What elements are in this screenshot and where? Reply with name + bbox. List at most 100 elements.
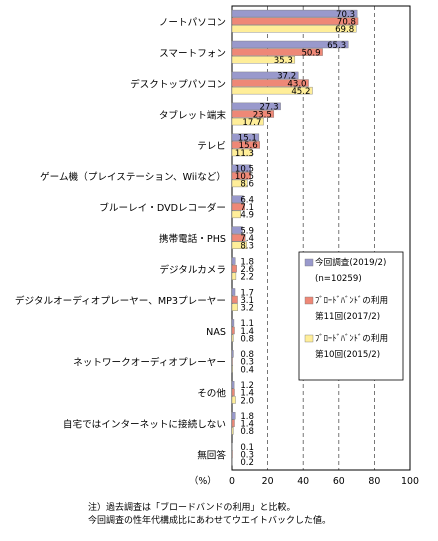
category-label: 自宅ではインターネットに接続しない [63, 419, 226, 431]
data-label: 35.3 [274, 56, 293, 66]
data-label: 50.9 [301, 48, 320, 58]
footnote-1: 注）過去調査は「ブロードバンドの利用」と比較。 [88, 503, 296, 513]
bar [231, 257, 236, 265]
legend-label: ﾌﾞﾛｰﾄﾞﾊﾞﾝﾄﾞの利用 [315, 332, 388, 344]
data-label: 70.3 [336, 10, 355, 20]
bar [231, 110, 275, 118]
bar [231, 319, 235, 327]
bar [231, 133, 260, 142]
bar [231, 226, 243, 234]
data-label: 17.7 [242, 118, 261, 128]
category-label: デスクトップパソコン [130, 78, 226, 90]
x-tick-label: 80 [368, 476, 380, 487]
unit-label: （%） [189, 476, 217, 487]
data-label: 10.5 [235, 165, 254, 175]
data-label: 7.4 [240, 234, 254, 244]
bar [231, 164, 251, 172]
bar [231, 17, 359, 25]
data-label: 0.1 [240, 443, 254, 453]
category-label: スマートフォン [159, 48, 226, 59]
category-label: タブレット端末 [159, 109, 227, 121]
data-label: 45.2 [291, 87, 310, 97]
bar [231, 419, 235, 427]
bar [231, 86, 313, 95]
bar [231, 334, 234, 342]
category-label: NAS [206, 327, 226, 338]
category-label: 無回答 [197, 450, 226, 462]
data-label: 1.4 [240, 327, 254, 337]
data-label: 1.8 [240, 257, 254, 267]
data-label: 1.2 [240, 381, 254, 391]
bar [231, 272, 237, 280]
footnote-2: 今回調査の性年代構成比にあわせてウエイトバックした値。 [88, 516, 332, 526]
data-label: 70.8 [337, 17, 356, 27]
bar [231, 381, 235, 389]
bar [231, 117, 264, 126]
bar [231, 326, 235, 335]
bar [231, 195, 244, 203]
bar [231, 48, 323, 56]
category-label: ブルーレイ・DVDレコーダー [99, 202, 226, 214]
data-label: 2.2 [240, 273, 254, 283]
x-tick-label: 40 [297, 476, 309, 487]
data-label: 3.1 [240, 296, 254, 306]
bar [231, 9, 358, 18]
bar [231, 172, 251, 180]
bar [231, 365, 233, 373]
legend-label: 第11回(2017/2) [315, 310, 380, 322]
data-label: 8.6 [240, 180, 254, 190]
data-label: 1.4 [240, 420, 254, 430]
bar [231, 412, 236, 420]
category-label: デジタルカメラ [159, 264, 226, 276]
bar [231, 102, 281, 111]
bar [231, 40, 349, 49]
data-label: 0.8 [240, 334, 254, 344]
data-label: 27.3 [259, 103, 278, 113]
x-tick-label: 20 [262, 476, 274, 487]
bar [231, 295, 238, 304]
data-label: 43.0 [287, 79, 306, 89]
category-label: デジタルオーディオプレーヤー、MP3プレーヤー [15, 295, 226, 307]
legend-swatch [304, 296, 314, 305]
data-label: 1.8 [240, 412, 254, 422]
bar [231, 79, 309, 87]
legend-swatch [304, 334, 314, 343]
data-label: 5.9 [240, 226, 254, 236]
x-tick-label: 0 [229, 476, 235, 487]
data-label: 65.3 [327, 41, 346, 51]
category-label: ノートパソコン [159, 17, 226, 28]
data-label: 0.2 [240, 458, 254, 468]
bar [231, 56, 296, 64]
data-label: 8.3 [240, 242, 254, 252]
data-label: 4.9 [240, 211, 254, 221]
data-label: 2.0 [240, 396, 254, 406]
data-label: 0.3 [240, 451, 254, 461]
data-label: 0.8 [240, 350, 254, 360]
data-label: 1.1 [240, 319, 254, 329]
legend-label: 第10回(2015/2) [315, 348, 380, 360]
legend-label: ﾌﾞﾛｰﾄﾞﾊﾞﾝﾄﾞの利用 [315, 294, 388, 306]
legend-label: 今回調査(2019/2) [315, 256, 386, 268]
x-tick-label: 60 [333, 476, 345, 487]
category-label: ゲーム機（プレイステーション、Wiiなど） [40, 171, 226, 183]
data-label: 1.7 [240, 288, 254, 298]
bar [231, 264, 237, 273]
bar [231, 388, 235, 397]
category-label: 携帯電話・PHS [159, 233, 226, 245]
bar [231, 427, 234, 435]
legend-swatch [304, 258, 314, 267]
data-label: 69.8 [335, 25, 354, 35]
bar [231, 71, 299, 80]
bar [231, 357, 233, 366]
bar [231, 288, 236, 296]
category-label: ネットワークオーディオプレーヤー [73, 357, 226, 369]
legend-label: (n=10259) [315, 274, 362, 284]
data-label: 7.1 [240, 203, 254, 213]
data-label: 6.4 [240, 195, 254, 205]
category-label: その他 [197, 388, 226, 400]
bar [231, 210, 241, 219]
data-label: 0.4 [240, 365, 254, 375]
bar [231, 179, 248, 188]
data-label: 11.3 [235, 149, 254, 159]
